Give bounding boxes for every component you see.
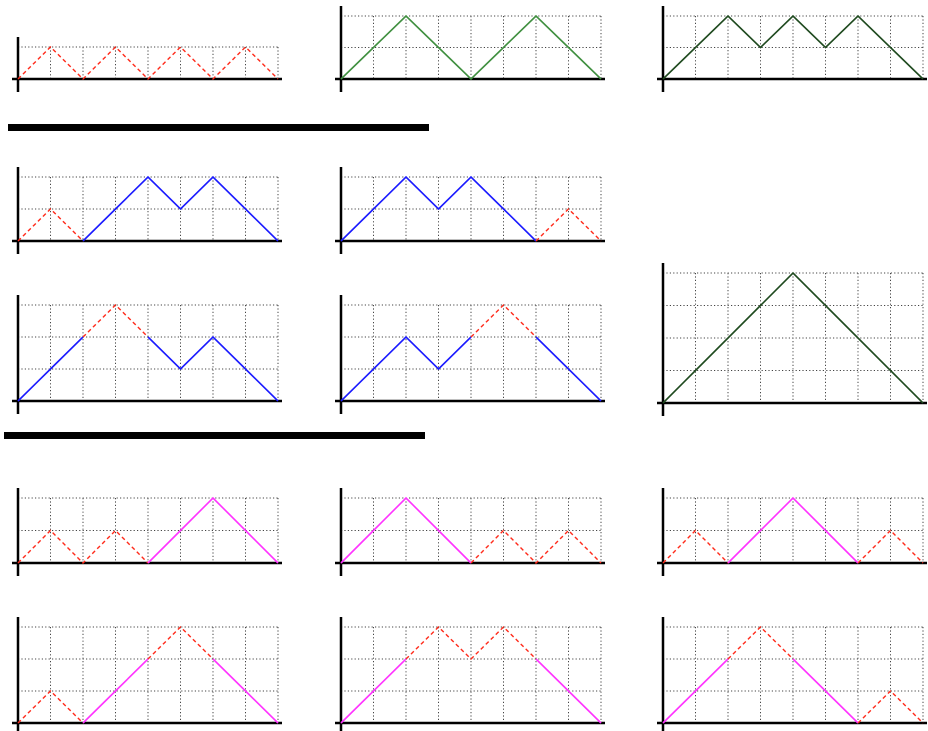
grid-r1c1 [18, 46, 279, 79]
separator-bar-top [8, 124, 429, 131]
diagram-grid [12, 6, 927, 731]
path-segment-red-dashed [82, 304, 149, 338]
path-segment-red-dashed [857, 690, 924, 724]
lattice-diagram-r1c3 [657, 6, 927, 92]
grid-r3c3 [663, 272, 924, 403]
grid-r1c2 [341, 15, 602, 79]
lattice-diagram-r3c1 [12, 295, 282, 414]
path-segment-blue [340, 335, 472, 402]
lattice-diagram-r4c2 [335, 488, 605, 576]
path-segment-magenta [792, 658, 859, 724]
path-segment-red-dashed [535, 208, 602, 242]
path-segment-red-dashed [17, 690, 84, 724]
path-segment-dark-green [662, 271, 924, 404]
grid-r5c2 [341, 626, 602, 723]
grid-r3c1 [18, 304, 279, 401]
lattice-diagram-r1c2 [335, 6, 605, 92]
path-segment-blue [340, 175, 537, 242]
path-segment-blue [147, 335, 279, 402]
path-segment-red-dashed [147, 626, 214, 660]
lattice-diagram-r5c3 [657, 617, 927, 731]
path-segment-magenta [662, 658, 729, 724]
path-segment-red-dashed [17, 529, 149, 564]
path-segment-red-dashed [470, 529, 602, 564]
path-segment-blue [17, 336, 84, 402]
lattice-diagram-r3c2 [335, 295, 605, 414]
grid-r2c1 [18, 176, 279, 241]
path-segment-magenta [340, 658, 407, 724]
path-segment-magenta [340, 496, 472, 564]
path-segment-magenta [82, 658, 149, 724]
grid-r4c3 [663, 497, 924, 563]
path-segment-blue [82, 175, 279, 242]
path-segment-red-dashed [470, 304, 537, 338]
lattice-diagram-r2c2 [335, 167, 605, 254]
path-segment-red-dashed [17, 46, 279, 80]
grid-r3c2 [341, 304, 602, 401]
lattice-diagram-r4c1 [12, 488, 282, 576]
lattice-diagram-r4c3 [657, 488, 927, 576]
path-segment-magenta [535, 658, 602, 724]
path-segment-magenta [727, 496, 859, 564]
lattice-diagram-r3c3 [657, 263, 927, 416]
lattice-diagram-r2c1 [12, 167, 282, 254]
path-segment-dark-green [662, 14, 924, 80]
grid-r4c1 [18, 497, 279, 563]
path-segment-magenta [212, 658, 279, 724]
grid-r4c2 [341, 497, 602, 563]
grid-r2c2 [341, 176, 602, 241]
path-segment-green [340, 14, 602, 81]
grid-r5c3 [663, 626, 924, 723]
grid-r1c3 [663, 15, 924, 79]
path-segment-red-dashed [857, 529, 924, 564]
lattice-diagram-r1c1 [12, 37, 282, 92]
section-separators [4, 124, 429, 439]
path-segment-red-dashed [17, 208, 84, 242]
path-segment-red-dashed [405, 626, 537, 660]
path-segment-blue [535, 336, 602, 402]
grid-r5c1 [18, 626, 279, 723]
separator-bar-middle [4, 432, 425, 439]
lattice-diagram-r5c1 [12, 617, 282, 731]
path-segment-magenta [147, 496, 279, 564]
lattice-diagram-r5c2 [335, 617, 605, 731]
path-segment-red-dashed [662, 529, 729, 564]
path-segment-red-dashed [727, 626, 794, 660]
